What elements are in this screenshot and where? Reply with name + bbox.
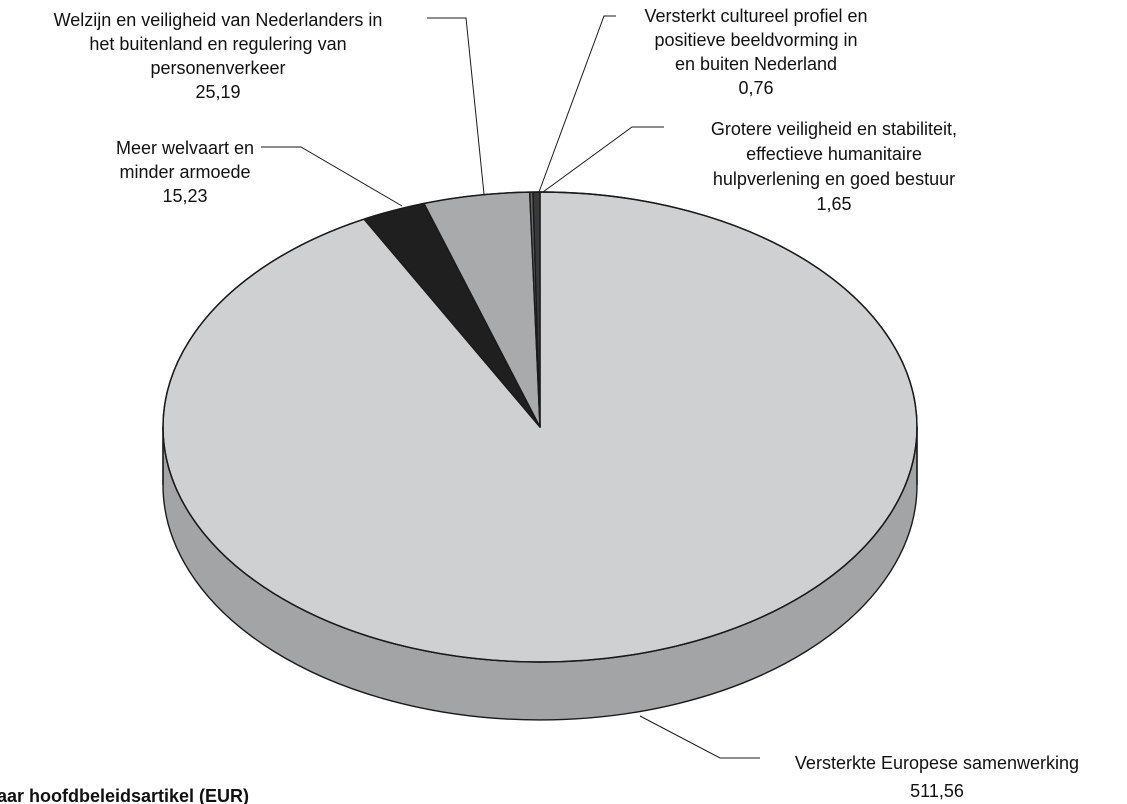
- slice-label-2-0: Welzijn en veiligheid van Nederlanders i…: [54, 10, 383, 30]
- slice-value-2: 25,19: [195, 82, 240, 102]
- leader-lines: [261, 15, 760, 759]
- chart-caption: naar hoofdbeleidsartikel (EUR): [0, 786, 249, 804]
- leader-line-3: [538, 15, 616, 193]
- slice-label-4-2: hulpverlening en goed bestuur: [713, 169, 955, 189]
- slice-value-3: 0,76: [738, 78, 773, 98]
- leader-line-4: [542, 126, 664, 193]
- slice-label-3-1: positieve beeldvorming in: [654, 30, 857, 50]
- slice-value-4: 1,65: [816, 194, 851, 214]
- slice-label-3-0: Versterkt cultureel profiel en: [644, 6, 867, 26]
- slice-label-4-1: effectieve humanitaire: [746, 144, 922, 164]
- slice-label-0-0: Versterkte Europese samenwerking: [795, 753, 1079, 773]
- slice-label-2-2: personenverkeer: [150, 58, 285, 78]
- slice-label-4-0: Grotere veiligheid en stabiliteit,: [711, 119, 957, 139]
- slice-label-1-1: minder armoede: [119, 162, 250, 182]
- leader-line-1: [261, 146, 403, 207]
- pie-top-slices: [162, 191, 918, 663]
- leader-line-0: [639, 715, 760, 759]
- slice-label-1-0: Meer welvaart en: [116, 138, 254, 158]
- slice-value-0: 511,56: [910, 781, 964, 801]
- slice-label-2-1: het buitenland en regulering van: [89, 34, 346, 54]
- pie-outline: [162, 191, 918, 663]
- slice-labels: Versterkte Europese samenwerking 511,56 Me…: [54, 6, 1080, 801]
- slice-label-3-2: en buiten Nederland: [675, 54, 837, 74]
- leader-line-2: [427, 17, 485, 195]
- slice-value-1: 15,23: [162, 186, 207, 206]
